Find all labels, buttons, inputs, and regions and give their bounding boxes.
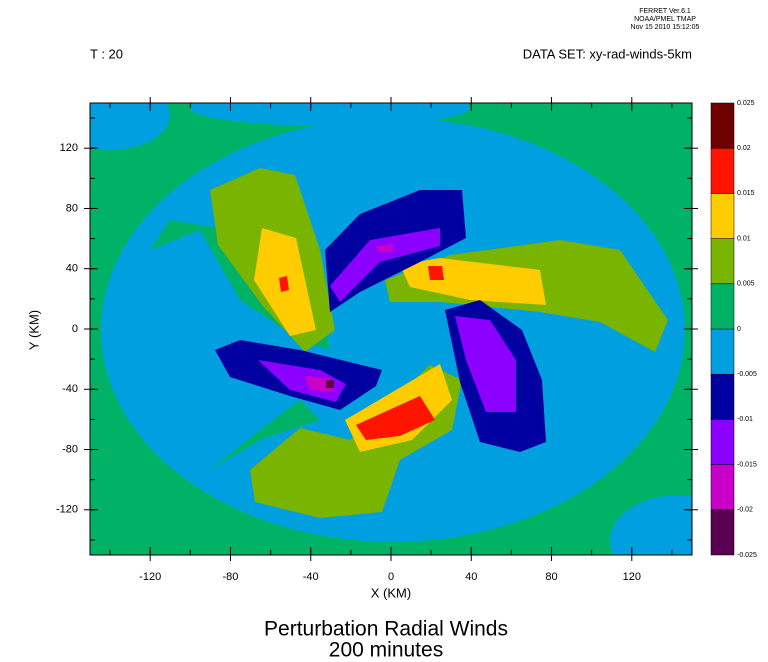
contour-region <box>90 103 170 150</box>
contour-region <box>190 103 470 126</box>
y-tick-label: -120 <box>56 504 78 516</box>
colorbar-label: -0.025 <box>737 552 757 559</box>
colorbar-label: 0.02 <box>737 145 751 152</box>
colorbar-swatch <box>710 238 735 285</box>
colorbar-label: 0.025 <box>737 100 755 107</box>
colorbar-label: 0.01 <box>737 235 751 242</box>
y-tick-label: 40 <box>66 263 78 275</box>
time-label: T : 20 <box>90 46 123 61</box>
colorbar-label: -0.01 <box>737 416 753 423</box>
x-axis-label: X (KM) <box>371 585 411 600</box>
x-tick-label: -120 <box>139 571 161 583</box>
y-tick-label: 120 <box>60 142 78 154</box>
colorbar-swatch <box>710 102 735 149</box>
x-tick-label: -80 <box>223 571 239 583</box>
contour-region <box>356 396 435 440</box>
colorbar-label: 0.005 <box>737 281 755 288</box>
contour-region <box>330 228 440 302</box>
contour-region <box>326 380 334 388</box>
header-line: NOAA/PMEL TMAP <box>634 16 696 23</box>
colorbar-label: -0.015 <box>737 461 757 468</box>
y-tick-label: -40 <box>62 383 78 395</box>
contour-region <box>279 276 289 292</box>
colorbar-swatch <box>710 464 735 511</box>
contour-region <box>376 244 394 252</box>
x-tick-label: 40 <box>465 571 477 583</box>
colorbar-label: 0.015 <box>737 190 755 197</box>
chart-subtitle: 200 minutes <box>329 639 443 662</box>
colorbar-label: -0.02 <box>737 507 753 514</box>
colorbar-swatch <box>710 193 735 239</box>
colorbar-label: 0 <box>737 326 741 333</box>
colorbar-swatch <box>710 419 735 465</box>
colorbar-swatch <box>710 509 735 556</box>
colorbar-swatch <box>710 147 735 194</box>
colorbar-swatch <box>710 283 735 330</box>
y-tick-label: 80 <box>66 202 78 214</box>
header-line: FERRET Ver.6.1 <box>639 8 691 15</box>
colorbar-swatch <box>710 373 735 420</box>
x-tick-label: 120 <box>623 571 641 583</box>
contour-region <box>210 400 320 470</box>
x-tick-label: -40 <box>303 571 319 583</box>
y-tick-label: 0 <box>72 323 78 335</box>
contour-region <box>258 360 346 402</box>
plot-area <box>90 103 692 555</box>
contour-region <box>610 495 692 555</box>
y-tick-label: -80 <box>62 443 78 455</box>
y-axis-label: Y (KM) <box>26 310 41 350</box>
x-tick-label: 0 <box>388 571 394 583</box>
dataset-label: DATA SET: xy-rad-winds-5km <box>523 46 692 61</box>
x-tick-label: 80 <box>545 571 557 583</box>
contour-region <box>455 316 516 412</box>
chart-title: Perturbation Radial Winds <box>264 618 508 641</box>
colorbar-swatch <box>710 328 735 375</box>
colorbar-label: -0.005 <box>737 371 757 378</box>
contour-region <box>428 266 444 280</box>
header-line: Nov 15 2010 15:12:05 <box>631 24 700 31</box>
